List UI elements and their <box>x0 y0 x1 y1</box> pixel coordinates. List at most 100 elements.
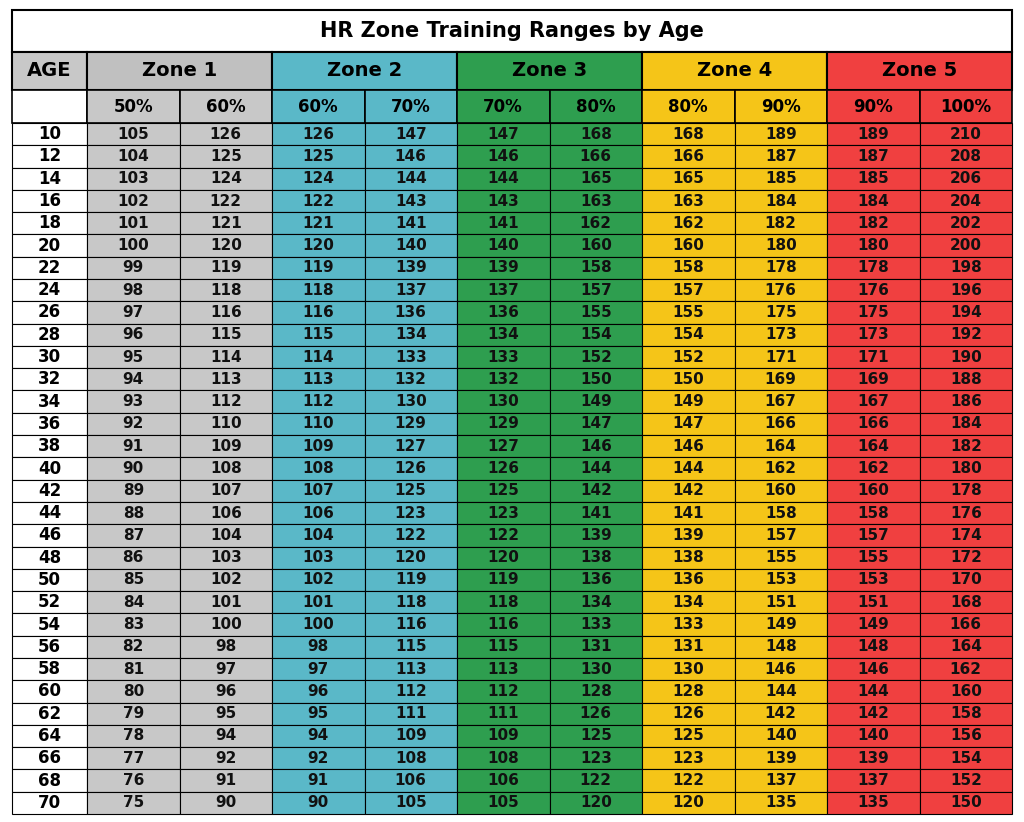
Bar <box>920 234 1012 256</box>
Bar <box>827 123 920 145</box>
Bar <box>920 256 1012 279</box>
Bar <box>457 635 550 658</box>
Text: 139: 139 <box>580 528 611 543</box>
Text: 106: 106 <box>302 506 334 520</box>
Bar <box>457 168 550 190</box>
Bar <box>272 346 365 368</box>
Text: 60%: 60% <box>206 98 246 116</box>
Bar <box>12 123 87 145</box>
Text: 155: 155 <box>673 305 705 320</box>
Bar <box>920 390 1012 413</box>
Text: 83: 83 <box>123 617 144 632</box>
Bar <box>550 168 642 190</box>
Text: 137: 137 <box>487 283 519 298</box>
Bar <box>12 480 87 502</box>
Bar <box>642 256 734 279</box>
Text: 105: 105 <box>395 796 427 810</box>
Text: 56: 56 <box>38 638 61 656</box>
Text: 70%: 70% <box>483 98 523 116</box>
Text: 136: 136 <box>673 572 705 588</box>
Bar <box>920 212 1012 234</box>
Bar <box>272 52 457 90</box>
Bar <box>457 591 550 613</box>
Bar <box>179 480 272 502</box>
Bar <box>827 725 920 747</box>
Bar <box>87 390 179 413</box>
Bar <box>642 480 734 502</box>
Bar <box>550 234 642 256</box>
Bar <box>550 613 642 635</box>
Bar <box>179 168 272 190</box>
Bar <box>827 658 920 681</box>
Bar <box>920 613 1012 635</box>
Text: 184: 184 <box>765 193 797 209</box>
Bar <box>642 302 734 324</box>
Bar <box>179 569 272 591</box>
Text: 151: 151 <box>765 595 797 610</box>
Text: 105: 105 <box>487 796 519 810</box>
Bar <box>827 524 920 547</box>
Text: 142: 142 <box>580 483 611 498</box>
Text: 122: 122 <box>210 193 242 209</box>
Text: 82: 82 <box>123 640 144 654</box>
Bar <box>827 390 920 413</box>
Text: 119: 119 <box>487 572 519 588</box>
Text: 120: 120 <box>210 238 242 253</box>
Text: 115: 115 <box>487 640 519 654</box>
Bar <box>12 234 87 256</box>
Bar <box>87 234 179 256</box>
Text: 170: 170 <box>950 572 982 588</box>
Text: 28: 28 <box>38 326 61 344</box>
Text: 109: 109 <box>210 439 242 454</box>
Bar <box>734 168 827 190</box>
Bar <box>642 547 734 569</box>
Text: 134: 134 <box>395 327 427 342</box>
Bar <box>457 747 550 769</box>
Bar <box>642 324 734 346</box>
Bar <box>365 591 457 613</box>
Text: 121: 121 <box>210 216 242 231</box>
Text: 158: 158 <box>950 706 982 721</box>
Text: 168: 168 <box>580 127 611 141</box>
Bar <box>179 681 272 703</box>
Text: 141: 141 <box>673 506 705 520</box>
Bar <box>179 457 272 480</box>
Text: 182: 182 <box>857 216 889 231</box>
Bar <box>827 145 920 168</box>
Bar <box>179 635 272 658</box>
Bar <box>920 792 1012 814</box>
Text: 163: 163 <box>580 193 611 209</box>
Bar <box>734 346 827 368</box>
Bar <box>179 703 272 725</box>
Text: 168: 168 <box>673 127 705 141</box>
Text: HR Zone Training Ranges by Age: HR Zone Training Ranges by Age <box>321 21 703 41</box>
Bar <box>642 234 734 256</box>
Text: 150: 150 <box>673 372 705 387</box>
Text: 130: 130 <box>487 394 519 409</box>
Text: 113: 113 <box>302 372 334 387</box>
Bar <box>12 256 87 279</box>
Bar <box>457 123 550 145</box>
Text: 54: 54 <box>38 616 61 634</box>
Text: 32: 32 <box>38 371 61 388</box>
Text: 94: 94 <box>307 728 329 743</box>
Text: 94: 94 <box>123 372 144 387</box>
Text: 176: 176 <box>857 283 889 298</box>
Text: 111: 111 <box>395 706 427 721</box>
Text: 178: 178 <box>857 261 889 275</box>
Text: 167: 167 <box>857 394 889 409</box>
Text: 90: 90 <box>307 796 329 810</box>
Text: 153: 153 <box>857 572 889 588</box>
Bar <box>642 725 734 747</box>
Text: 146: 146 <box>857 662 889 677</box>
Text: 116: 116 <box>210 305 242 320</box>
Bar <box>827 302 920 324</box>
Bar <box>365 234 457 256</box>
Text: 142: 142 <box>673 483 705 498</box>
Bar <box>272 524 365 547</box>
Bar <box>365 90 457 123</box>
Bar <box>827 480 920 502</box>
Text: Zone 5: Zone 5 <box>882 62 957 81</box>
Text: 134: 134 <box>487 327 519 342</box>
Text: 139: 139 <box>673 528 705 543</box>
